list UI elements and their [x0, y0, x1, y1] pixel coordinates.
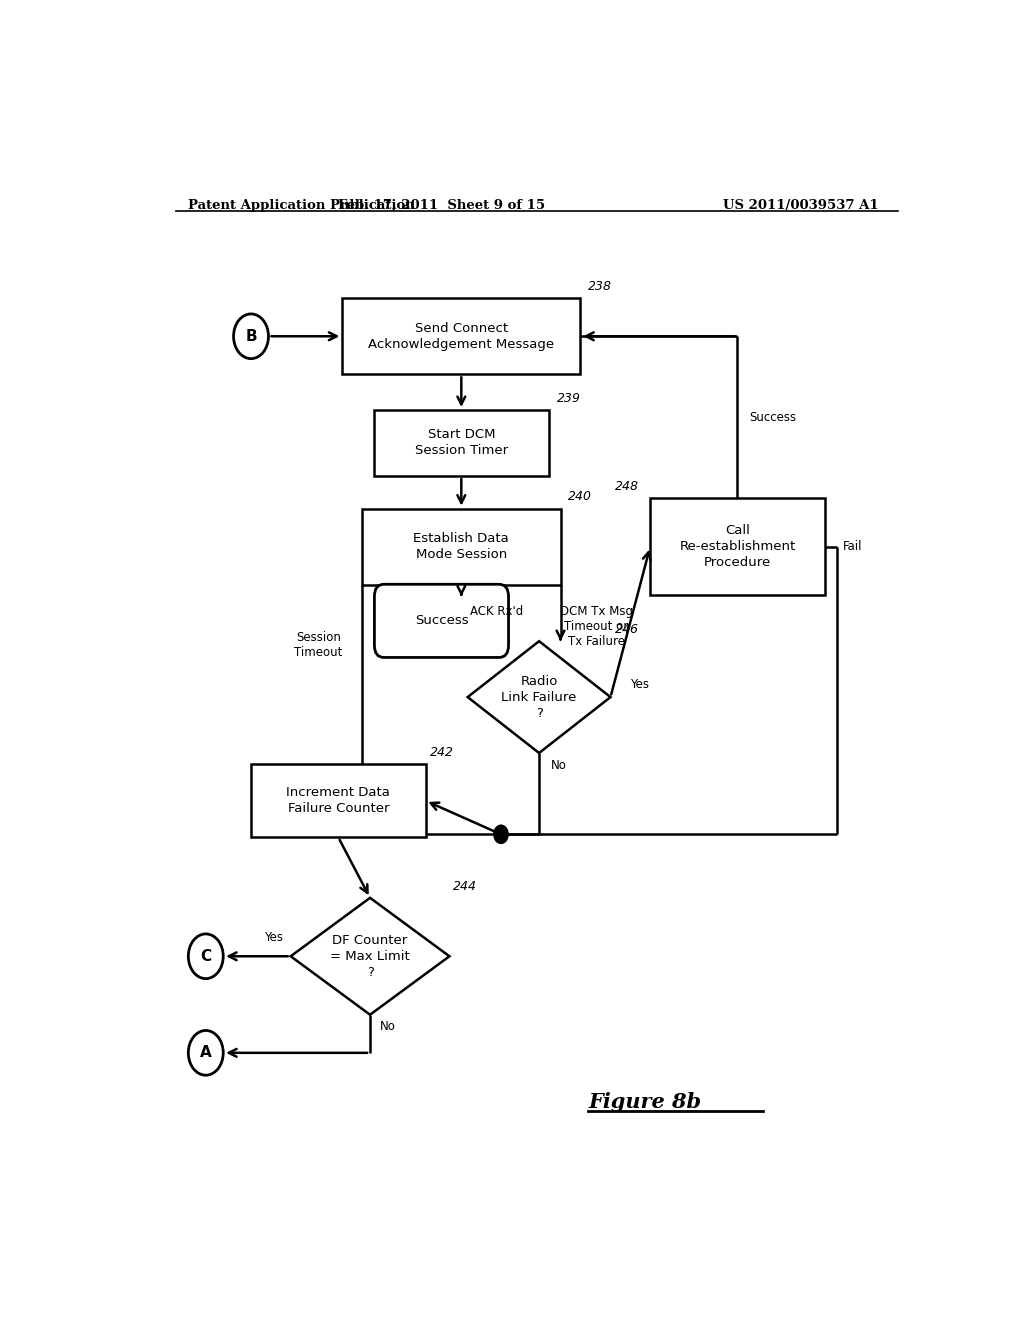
Circle shape	[233, 314, 268, 359]
FancyBboxPatch shape	[362, 508, 560, 585]
Text: C: C	[201, 949, 211, 964]
Polygon shape	[291, 898, 450, 1015]
Text: US 2011/0039537 A1: US 2011/0039537 A1	[723, 199, 879, 213]
Text: ACK Rx'd: ACK Rx'd	[470, 605, 523, 618]
Text: Success: Success	[750, 411, 797, 424]
Circle shape	[188, 1031, 223, 1076]
FancyBboxPatch shape	[251, 764, 426, 837]
Text: Call
Re-establishment
Procedure: Call Re-establishment Procedure	[679, 524, 796, 569]
Text: 239: 239	[557, 392, 581, 405]
Text: No: No	[551, 759, 567, 772]
FancyBboxPatch shape	[375, 585, 509, 657]
Text: Yes: Yes	[631, 678, 649, 692]
Text: Send Connect
Acknowledgement Message: Send Connect Acknowledgement Message	[369, 322, 554, 351]
Text: 242: 242	[430, 746, 454, 759]
Text: Session
Timeout: Session Timeout	[294, 631, 343, 659]
Text: Radio
Link Failure
?: Radio Link Failure ?	[502, 675, 577, 719]
Text: Fail: Fail	[843, 540, 862, 553]
Text: 248: 248	[614, 480, 639, 494]
FancyBboxPatch shape	[342, 298, 581, 375]
Text: Increment Data
Failure Counter: Increment Data Failure Counter	[287, 787, 390, 816]
Text: Patent Application Publication: Patent Application Publication	[187, 199, 415, 213]
Circle shape	[188, 935, 223, 978]
Text: 244: 244	[454, 879, 477, 892]
Text: Success: Success	[415, 614, 468, 627]
Text: 238: 238	[588, 280, 612, 293]
Text: B: B	[245, 329, 257, 343]
Text: DF Counter
= Max Limit
?: DF Counter = Max Limit ?	[330, 933, 410, 978]
Text: A: A	[200, 1045, 212, 1060]
Circle shape	[494, 825, 508, 843]
Text: Start DCM
Session Timer: Start DCM Session Timer	[415, 429, 508, 458]
Text: Figure 8b: Figure 8b	[588, 1092, 701, 1111]
Text: Establish Data
Mode Session: Establish Data Mode Session	[414, 532, 509, 561]
Text: 246: 246	[614, 623, 639, 636]
FancyBboxPatch shape	[374, 411, 549, 477]
FancyBboxPatch shape	[650, 499, 824, 595]
Polygon shape	[468, 642, 610, 752]
Text: Feb. 17, 2011  Sheet 9 of 15: Feb. 17, 2011 Sheet 9 of 15	[338, 199, 545, 213]
Text: Yes: Yes	[264, 932, 283, 945]
Text: No: No	[380, 1020, 395, 1034]
Text: 240: 240	[568, 491, 593, 503]
Text: DCM Tx Msg
Timeout or
Tx Failure: DCM Tx Msg Timeout or Tx Failure	[560, 605, 633, 648]
